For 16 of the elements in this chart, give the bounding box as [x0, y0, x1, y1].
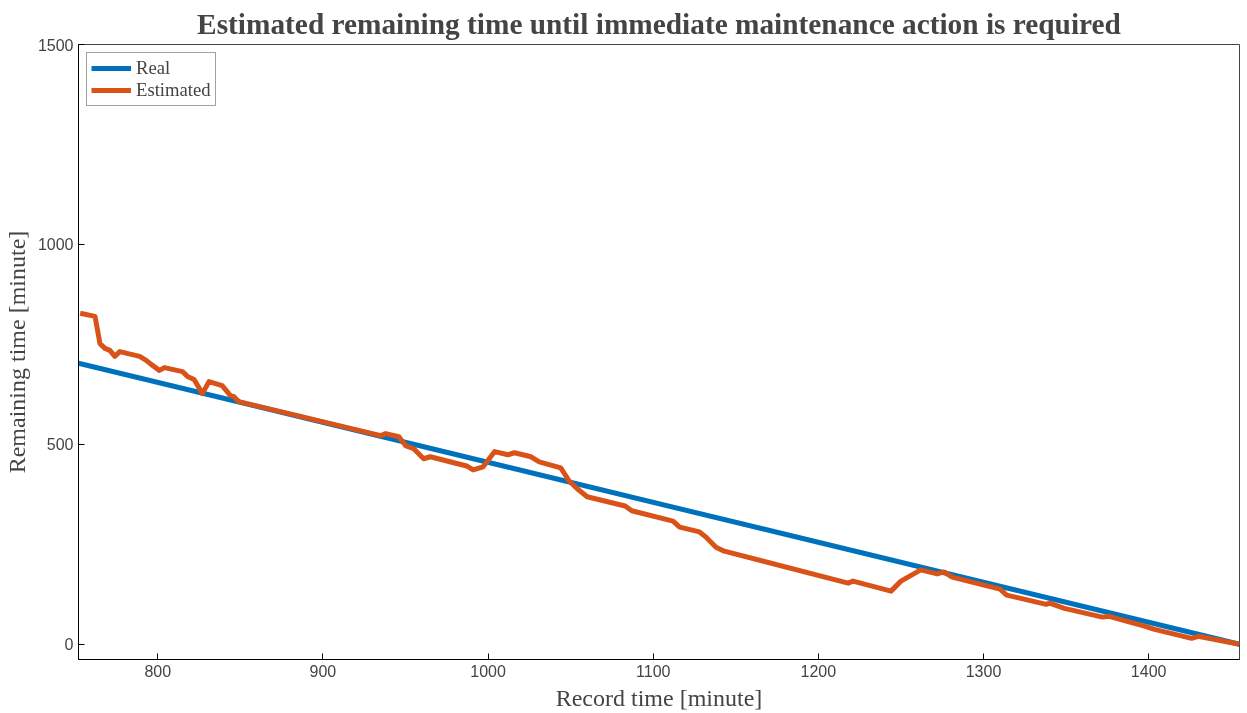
y-axis-title: Remaining time [minute]	[3, 230, 30, 474]
x-tick-label: 1200	[800, 662, 837, 680]
y-tick-label: 0	[64, 636, 74, 654]
x-tick-label: 1400	[1130, 662, 1167, 680]
legend-label: Estimated	[136, 79, 211, 101]
x-tick-label: 1300	[965, 662, 1002, 680]
x-tick-label: 1100	[636, 662, 671, 680]
chart-title: Estimated remaining time until immediate maintenance action is required	[197, 7, 1121, 40]
y-tick-label: 1000	[37, 236, 74, 254]
x-tick-label: 1000	[470, 662, 506, 680]
y-tick-label: 1500	[37, 36, 74, 54]
x-tick-label: 900	[309, 662, 337, 680]
y-tick-label: 500	[46, 436, 74, 454]
x-axis-title: Record time [minute]	[555, 684, 763, 711]
x-tick-label: 800	[144, 662, 172, 680]
legend-label: Real	[136, 57, 171, 79]
